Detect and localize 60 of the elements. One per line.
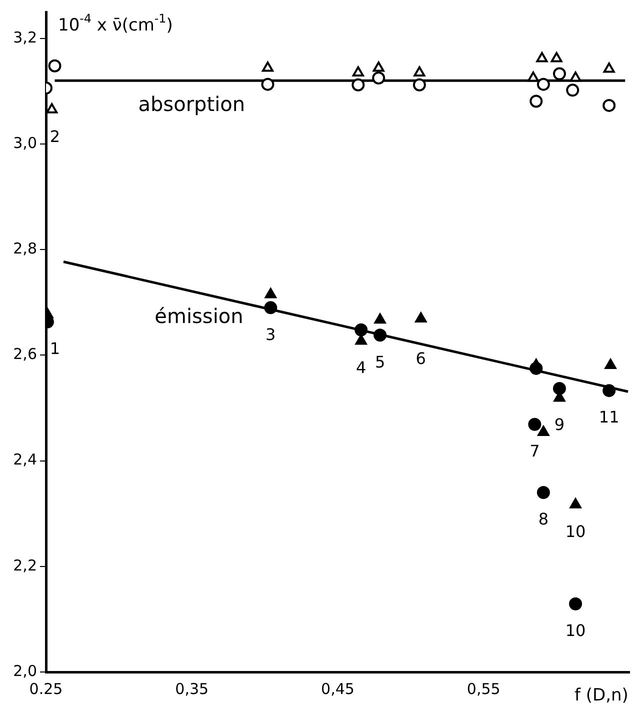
point [46,103,58,114]
point [414,66,426,76]
x-axis-title: f (D,n) [574,685,628,706]
annotation: 1 [50,339,60,358]
point [570,72,582,82]
point [264,288,276,298]
x-tick-label: 0,55 [466,680,500,698]
annotation: 10 [565,621,586,640]
point [538,426,550,436]
point [527,72,539,82]
series-label: absorption [138,92,246,116]
point [602,98,616,112]
y-tick-label: 3,2 [13,28,37,46]
point [352,78,365,92]
point [354,323,368,336]
point [262,61,274,72]
x-tick-label: 0.25 [29,680,63,698]
point [536,486,550,499]
point [603,62,615,73]
annotation: 5 [374,352,386,372]
point [528,418,542,431]
point [374,328,387,342]
annotation: 2 [50,126,60,146]
x-tick-label: 0,35 [175,680,209,698]
point [566,84,580,97]
y-tick-label: 3,0 [13,134,37,152]
point [569,597,582,610]
point [372,72,386,84]
point [264,301,278,314]
point [352,66,364,76]
point [412,78,426,92]
annotation: 3 [266,324,276,344]
point [374,313,386,324]
point [602,384,616,398]
point [604,358,616,369]
y-tick-label: 2,4 [13,450,37,469]
y-tick-label: 2,8 [13,239,37,258]
point [536,78,550,91]
series-label: émission [154,304,244,328]
y-tick-label: 2,6 [13,345,37,364]
point [550,52,562,62]
point [552,382,566,395]
point [261,78,274,91]
annotation: 8 [538,510,549,529]
annotation: 11 [598,408,620,427]
y-tick-label: 2,2 [13,556,37,574]
point [372,61,384,72]
annotation: 10 [565,522,586,541]
point [536,52,548,62]
point [48,59,62,72]
point [530,94,543,108]
annotation: 7 [530,442,540,461]
point [552,67,566,80]
point [415,312,427,323]
annotation: 6 [416,349,426,368]
annotation: 4 [356,358,366,378]
y-tick-label: 2,0 [13,662,37,680]
x-tick-label: 0,45 [321,680,354,698]
point [570,498,582,508]
annotation: 9 [554,415,565,434]
